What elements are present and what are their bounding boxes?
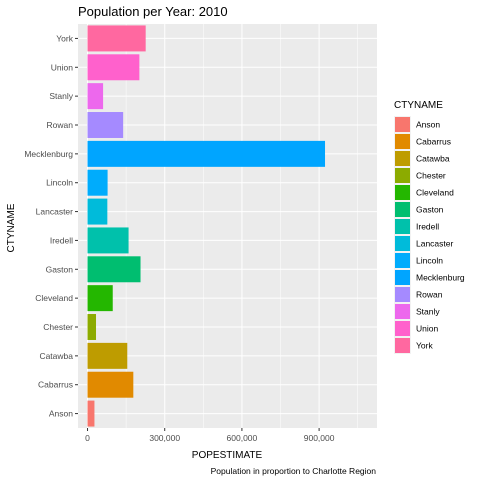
bar-lancaster [87,198,108,225]
grid-lines [78,24,377,428]
bars [87,25,326,427]
bar-stanly [87,83,104,110]
legend-label: Lancaster [416,239,453,249]
y-tick-label: Union [51,62,73,72]
legend-label: Union [416,324,438,334]
x-tick-label: 0 [85,433,90,443]
plot-panel [78,24,377,428]
y-tick-label: Catawba [39,351,73,361]
bar-cabarrus [87,371,134,398]
legend-key-rowan [395,287,410,302]
y-tick-label: Rowan [47,120,74,130]
x-tick-label: 600,000 [227,433,258,443]
legend-label: Lincoln [416,256,443,266]
chart-title: Population per Year: 2010 [78,4,228,19]
legend-label: Gaston [416,205,444,215]
legend-key-cabarrus [395,134,410,149]
bar-rowan [87,112,124,138]
y-tick-label: Lincoln [46,178,73,188]
y-tick-label: York [56,33,73,43]
legend: CTYNAME Anson Cabarrus Catawba Chester Cleve… [394,100,465,354]
legend-label: Iredell [416,222,439,232]
y-tick-label: Anson [49,409,73,419]
y-tick-label: Cleveland [35,293,73,303]
y-tick-label: Chester [43,322,73,332]
x-tick-label: 900,000 [304,433,335,443]
y-tick-label: Lancaster [36,207,73,217]
legend-key-lincoln [395,253,410,268]
legend-label: Mecklenburg [416,273,465,283]
legend-key-union [395,321,410,336]
y-tick-label: Cabarrus [38,380,73,390]
legend-key-chester [395,168,410,183]
legend-key-york [395,338,410,353]
legend-label: Stanly [416,307,440,317]
y-axis-title: CTYNAME [6,203,17,252]
bar-gaston [87,256,141,283]
bar-union [87,54,140,81]
legend-key-gaston [395,202,410,217]
bar-lincoln [87,169,108,196]
bar-cleveland [87,285,113,312]
y-tick-label: Gaston [46,264,74,274]
legend-label: Cabarrus [416,137,451,147]
bar-iredell [87,227,129,254]
legend-label: Catawba [416,154,450,164]
legend-label: Cleveland [416,188,454,198]
legend-label: Anson [416,120,440,130]
bar-york [87,25,146,52]
y-axis-ticks: Anson Cabarrus Catawba Chester Cleveland Gast… [24,33,78,419]
x-axis-ticks: 0 300,000 600,000 900,000 [85,428,335,443]
legend-key-catawba [395,151,410,166]
legend-label: Chester [416,171,446,181]
legend-label: Rowan [416,290,443,300]
bar-anson [87,400,95,427]
legend-key-anson [395,117,410,132]
legend-key-iredell [395,219,410,234]
y-tick-label: Mecklenburg [24,149,73,159]
bar-catawba [87,342,128,369]
bar-mecklenburg [87,140,326,167]
x-tick-label: 300,000 [149,433,180,443]
y-tick-label: Iredell [50,235,73,245]
legend-key-mecklenburg [395,270,410,285]
x-axis-title: POPESTIMATE [192,450,263,461]
y-tick-label: Stanly [49,91,73,101]
legend-key-lancaster [395,236,410,251]
chart-caption: Population in proportion to Charlotte Re… [211,466,377,476]
legend-key-cleveland [395,185,410,200]
legend-title: CTYNAME [394,100,443,111]
bar-chester [87,314,97,340]
legend-label: York [416,341,433,351]
legend-key-stanly [395,304,410,319]
